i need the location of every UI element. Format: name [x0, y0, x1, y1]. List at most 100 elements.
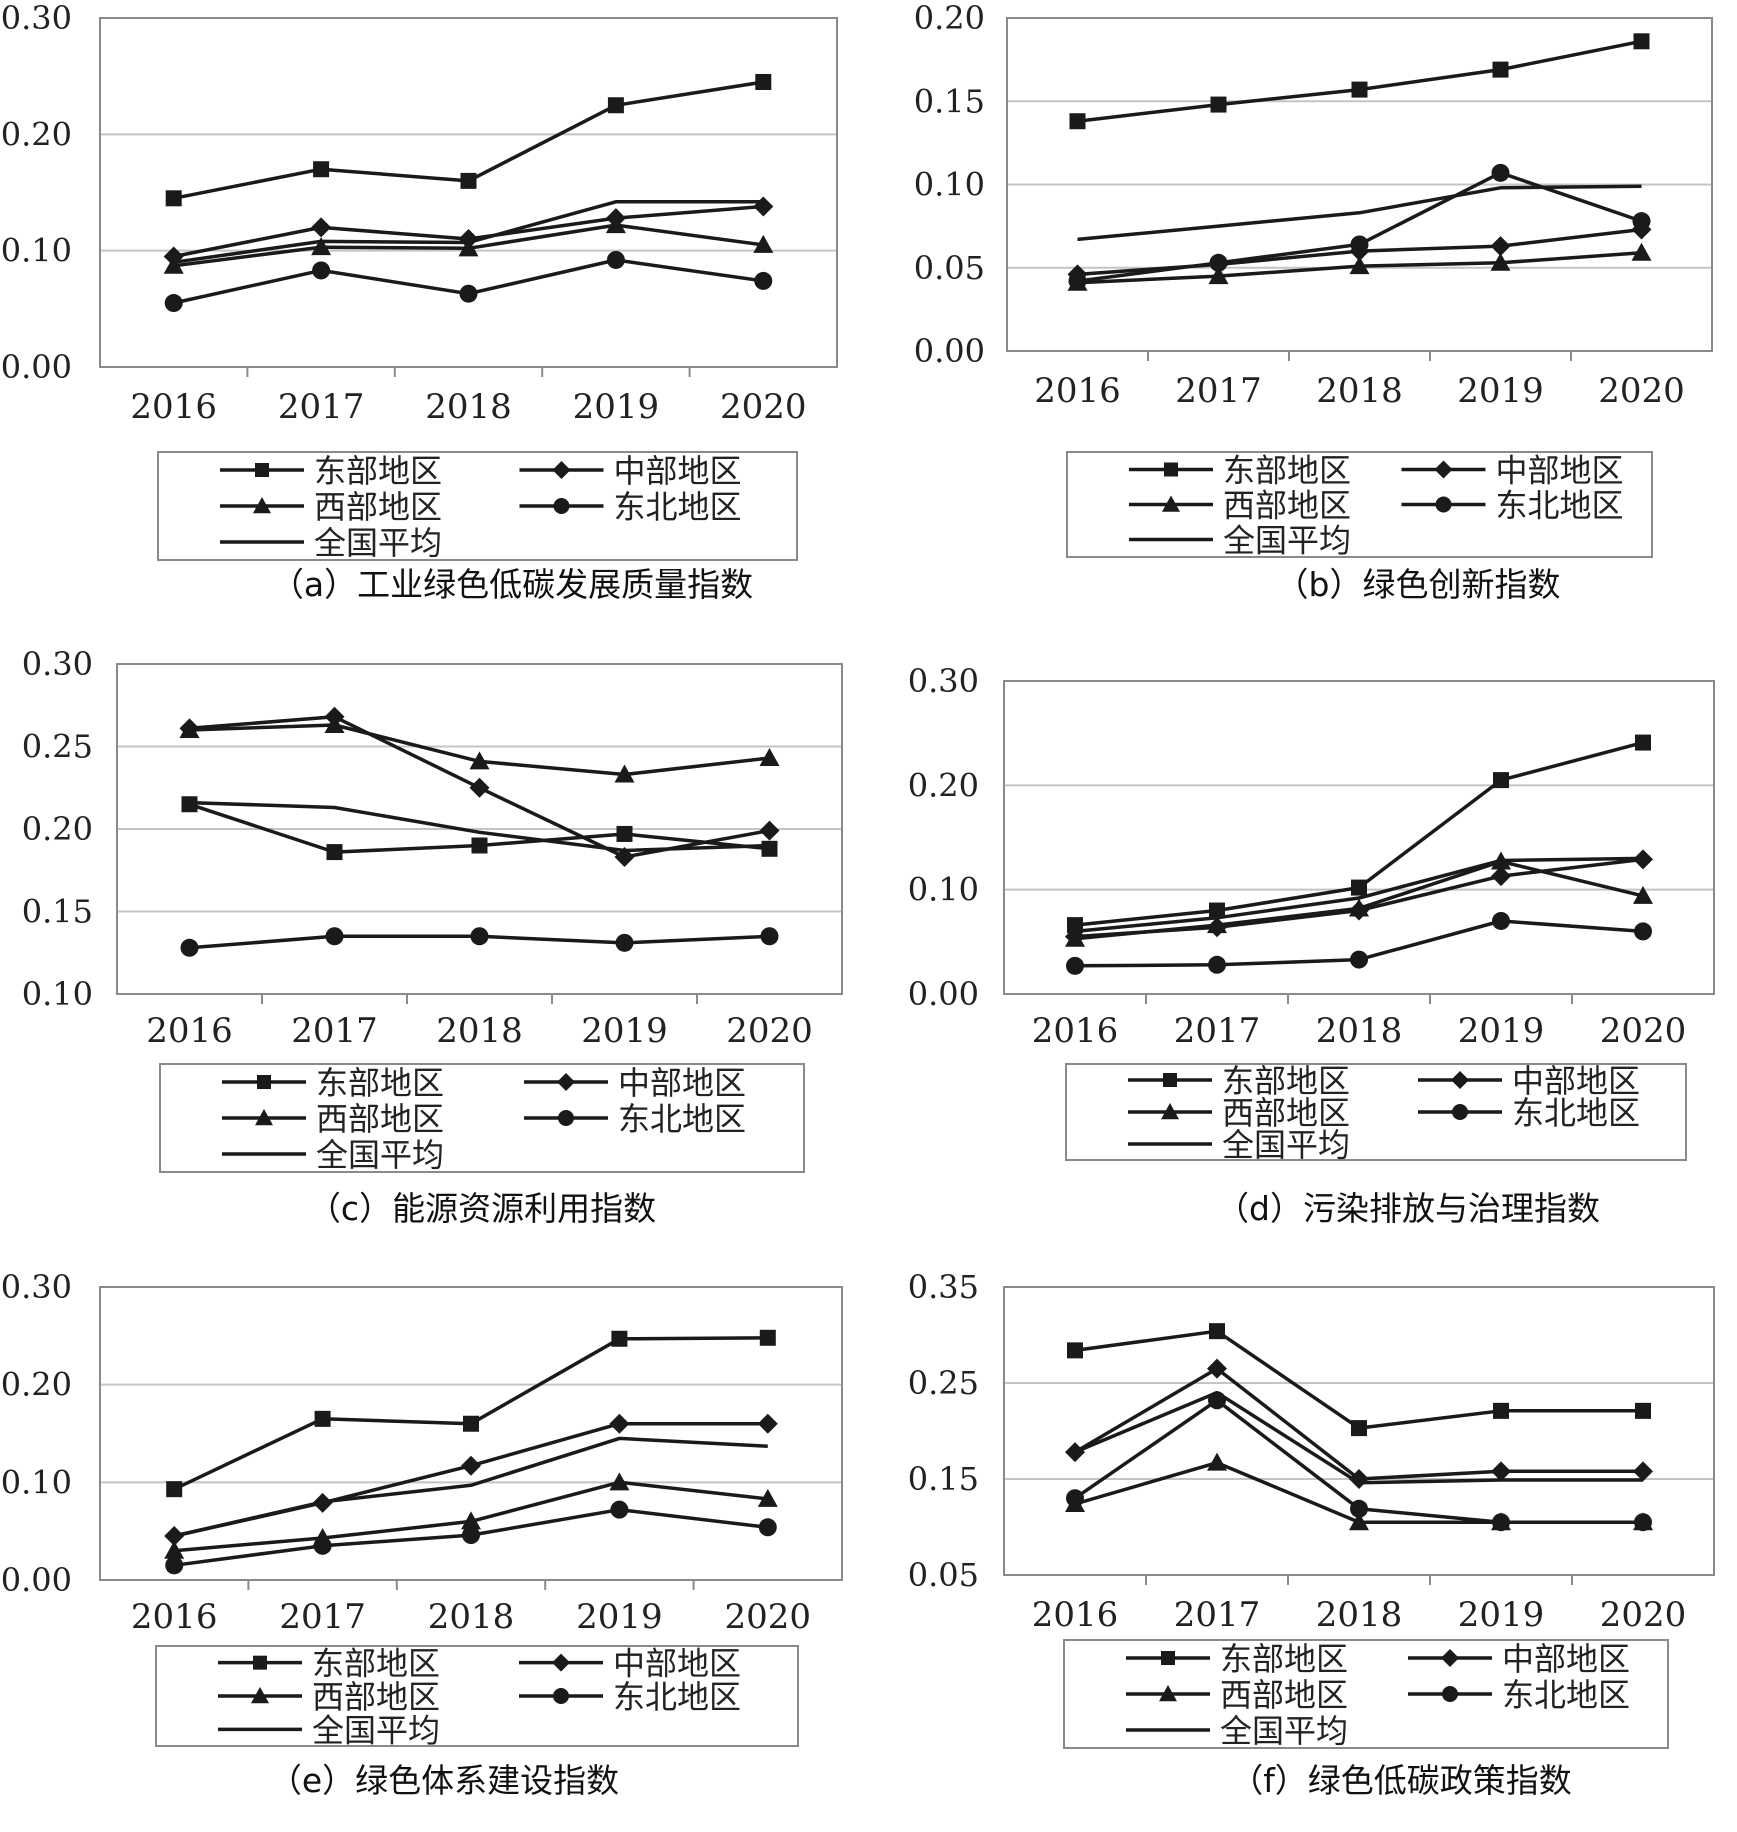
- x-tick-label: 2020: [725, 1597, 812, 1637]
- y-tick-label: 0.20: [908, 766, 979, 804]
- y-tick-label: 0.25: [908, 1364, 979, 1402]
- data-point-northeast: [1066, 1489, 1084, 1508]
- legend-marker-east: [1164, 462, 1178, 477]
- plot-frame: [99, 17, 838, 368]
- data-point-east: [1351, 1420, 1367, 1437]
- legend-marker-east: [253, 1655, 267, 1670]
- x-tick-label: 2020: [1600, 1595, 1687, 1635]
- data-point-northeast: [1634, 1513, 1652, 1532]
- x-tick-label: 2017: [278, 387, 365, 427]
- x-tick-label: 2016: [146, 1011, 233, 1051]
- legend-label-national: 全国平均: [312, 1711, 440, 1749]
- plot-frame: [1006, 17, 1713, 352]
- legend-label-national: 全国平均: [314, 524, 442, 562]
- x-tick-label: 2016: [1034, 371, 1121, 411]
- y-tick-label: 0.20: [914, 0, 985, 37]
- y-tick-label: 0.20: [1, 115, 72, 153]
- legend-label-east: 东部地区: [1222, 1062, 1350, 1100]
- legend-label-central: 中部地区: [1512, 1062, 1640, 1100]
- y-tick-label: 0.30: [908, 662, 979, 700]
- plot-frame: [116, 663, 843, 995]
- legend-label-northeast: 东北地区: [618, 1100, 746, 1138]
- legend-box: [1066, 451, 1653, 558]
- y-tick-label: 0.25: [22, 728, 93, 766]
- y-tick-label: 0.05: [914, 249, 985, 287]
- data-point-east: [471, 837, 488, 854]
- plot-frame: [1003, 680, 1715, 995]
- data-point-central: [757, 1413, 778, 1434]
- legend-marker-central: [552, 461, 571, 479]
- x-tick-label: 2017: [279, 1597, 366, 1637]
- data-point-east: [759, 1329, 776, 1346]
- data-point-west: [324, 715, 345, 734]
- legend-label-northeast: 东北地区: [1502, 1676, 1630, 1714]
- legend-label-northeast: 东北地区: [614, 488, 742, 526]
- series-line-national: [189, 800, 770, 853]
- legend-label-national: 全国平均: [316, 1136, 444, 1174]
- data-point-central: [759, 820, 780, 841]
- y-tick-label: 0.05: [908, 1556, 979, 1594]
- legend-label-central: 中部地区: [1496, 452, 1624, 490]
- data-point-northeast: [180, 938, 199, 957]
- data-point-west: [609, 1472, 630, 1491]
- y-tick-label: 0.20: [22, 810, 93, 848]
- y-tick-label: 0.00: [1, 1561, 72, 1599]
- legend-box: [1065, 1063, 1687, 1161]
- data-point-northeast: [610, 1500, 629, 1519]
- legend-marker-west: [1161, 1103, 1179, 1120]
- x-tick-label: 2019: [1458, 1011, 1545, 1051]
- data-point-west: [605, 215, 626, 234]
- data-point-west: [1349, 1512, 1369, 1531]
- chart-panel-d: 0.00 0.10 0.20 0.30 2016 2017 2018 2019 2020 东部地区…: [908, 662, 1715, 1228]
- chart-caption: （a）工业绿色低碳发展质量指数: [271, 565, 753, 604]
- x-tick-label: 2018: [425, 387, 512, 427]
- data-point-west: [1208, 266, 1229, 285]
- legend-label-northeast: 东北地区: [1512, 1094, 1640, 1132]
- data-point-northeast: [462, 1526, 480, 1545]
- data-point-northeast: [1350, 950, 1368, 969]
- series-line-national: [1074, 856, 1644, 934]
- data-point-east: [460, 172, 477, 189]
- data-point-northeast: [1491, 163, 1510, 182]
- data-point-west: [469, 751, 490, 770]
- chart-panel-f: 0.05 0.15 0.25 0.35 2016 2017 2018 2019 2020 东部地区…: [908, 1268, 1715, 1800]
- data-point-east: [1351, 81, 1368, 98]
- legend-marker-northeast: [1435, 496, 1452, 513]
- data-point-east: [607, 97, 624, 114]
- data-point-east: [1069, 113, 1086, 130]
- legend-box: [1063, 1639, 1669, 1749]
- x-tick-label: 2020: [1600, 1011, 1687, 1051]
- y-tick-label: 0.10: [1, 1463, 72, 1501]
- data-point-west: [1065, 928, 1085, 947]
- data-point-central: [1065, 1442, 1085, 1463]
- data-point-west: [1207, 1452, 1227, 1471]
- chart-caption: （d）污染排放与治理指数: [1216, 1189, 1600, 1228]
- data-point-northeast: [164, 294, 183, 313]
- data-point-west: [461, 1511, 481, 1530]
- legend-marker-west: [1162, 495, 1180, 512]
- x-tick-label: 2019: [576, 1597, 663, 1637]
- legend-label-east: 东部地区: [1223, 452, 1351, 490]
- data-point-northeast: [1634, 922, 1652, 941]
- data-point-west: [1349, 898, 1369, 917]
- x-tick-label: 2016: [1032, 1011, 1119, 1051]
- legend-marker-central: [1451, 1071, 1469, 1089]
- legend-label-west: 西部地区: [1222, 1094, 1350, 1132]
- data-point-northeast: [606, 250, 625, 269]
- data-point-northeast: [1492, 911, 1510, 930]
- legend-label-national: 全国平均: [1222, 1126, 1350, 1164]
- data-point-east: [1493, 772, 1509, 789]
- legend-box: [159, 1063, 805, 1173]
- x-tick-label: 2020: [726, 1011, 813, 1051]
- x-tick-label: 2020: [720, 387, 807, 427]
- legend-marker-east: [255, 463, 269, 477]
- legend-label-national: 全国平均: [1220, 1712, 1348, 1750]
- legend-label-west: 西部地区: [1223, 487, 1351, 525]
- legend-marker-east: [257, 1075, 271, 1089]
- data-point-central: [311, 217, 332, 238]
- data-point-west: [1633, 885, 1653, 904]
- series-line-national: [1074, 1390, 1643, 1485]
- legend-label-central: 中部地区: [618, 1064, 746, 1102]
- x-tick-label: 2017: [1174, 1011, 1261, 1051]
- legend-label-west: 西部地区: [312, 1678, 440, 1716]
